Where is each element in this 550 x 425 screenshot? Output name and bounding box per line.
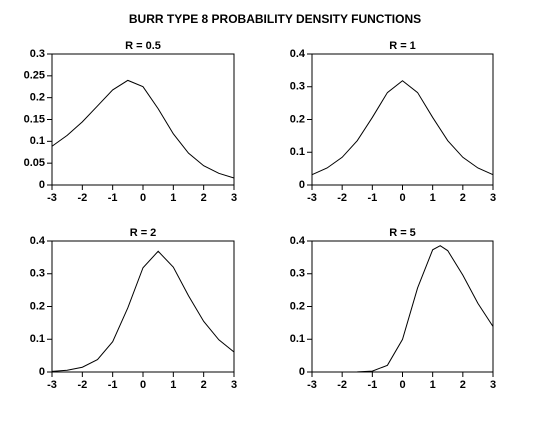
y-tick-label: 0.4: [290, 48, 306, 60]
x-tick-label: -2: [337, 379, 347, 391]
y-tick-label: 0.3: [290, 81, 305, 93]
x-tick-label: -3: [307, 379, 317, 391]
y-tick-label: 0.15: [24, 113, 45, 125]
plot-frame: [311, 53, 494, 186]
x-tick-label: -3: [47, 379, 57, 391]
x-tick-label: -2: [77, 379, 87, 391]
x-tick-label: 0: [140, 192, 146, 204]
chart-title: R = 1: [389, 40, 416, 52]
x-tick-label: 0: [399, 379, 405, 391]
y-tick-label: 0.1: [30, 333, 45, 345]
x-tick-label: -1: [367, 379, 377, 391]
x-tick-label: -1: [108, 379, 118, 391]
y-tick-label: 0.2: [290, 300, 305, 312]
chart-title: R = 5: [389, 227, 416, 239]
x-tick-label: 3: [231, 379, 237, 391]
y-tick-label: 0.2: [30, 92, 45, 104]
y-tick-label: 0: [299, 366, 305, 378]
x-tick-label: -1: [108, 192, 118, 204]
y-tick-label: 0.3: [30, 48, 45, 60]
density-curve: [51, 250, 235, 372]
x-tick-label: 1: [170, 379, 176, 391]
y-tick-label: 0.25: [24, 70, 45, 82]
x-tick-label: 2: [201, 379, 207, 391]
y-tick-label: 0.3: [290, 268, 305, 280]
x-tick-label: 3: [490, 379, 496, 391]
y-tick-label: 0.3: [30, 268, 45, 280]
x-tick-label: 3: [490, 192, 496, 204]
figure-title: BURR TYPE 8 PROBABILITY DENSITY FUNCTION…: [129, 12, 421, 26]
y-tick-label: 0.4: [30, 235, 46, 247]
chart-title: R = 2: [130, 227, 157, 239]
plot-frame: [311, 240, 494, 373]
x-tick-label: 3: [231, 192, 237, 204]
x-tick-label: 2: [201, 192, 207, 204]
x-tick-label: -2: [77, 192, 87, 204]
x-tick-label: 0: [140, 379, 146, 391]
y-tick-label: 0.4: [290, 235, 306, 247]
y-tick-label: 0.1: [30, 135, 45, 147]
y-tick-label: 0: [39, 179, 45, 191]
x-tick-label: -2: [337, 192, 347, 204]
density-curve: [312, 245, 494, 373]
x-tick-label: 1: [430, 192, 436, 204]
chart-title: R = 0.5: [125, 40, 161, 52]
x-tick-label: -3: [47, 192, 57, 204]
plot-frame: [51, 53, 235, 186]
x-tick-label: 2: [460, 192, 466, 204]
plot-frame: [51, 240, 235, 373]
y-tick-label: 0.1: [290, 333, 305, 345]
x-tick-label: 0: [399, 192, 405, 204]
y-tick-label: 0: [39, 366, 45, 378]
y-tick-label: 0.1: [290, 146, 305, 158]
y-tick-label: 0.2: [290, 113, 305, 125]
density-curve: [311, 80, 494, 176]
density-curve: [51, 79, 235, 179]
x-tick-label: -3: [307, 192, 317, 204]
y-tick-label: 0: [299, 179, 305, 191]
y-tick-label: 0.05: [24, 157, 45, 169]
x-tick-label: 2: [460, 379, 466, 391]
x-tick-label: 1: [430, 379, 436, 391]
y-tick-label: 0.2: [30, 300, 45, 312]
x-tick-label: 1: [170, 192, 176, 204]
x-tick-label: -1: [367, 192, 377, 204]
